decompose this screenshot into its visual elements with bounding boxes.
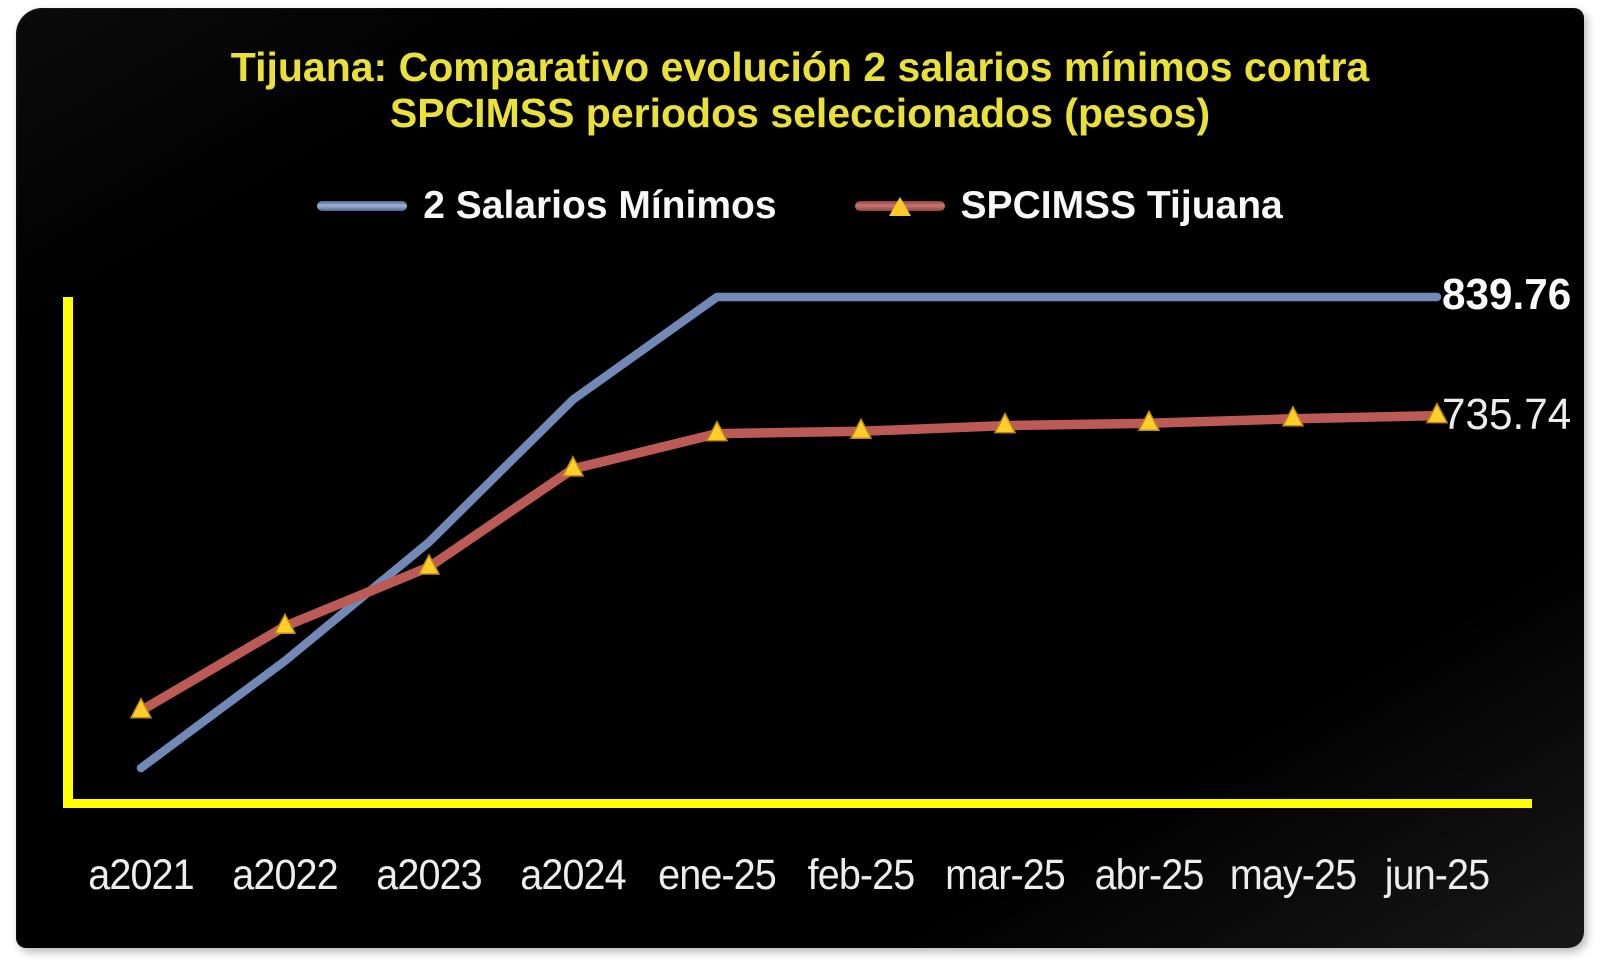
legend-label-2-salarios-minimos: 2 Salarios Mínimos xyxy=(423,184,777,227)
x-axis-label-ene-25: ene-25 xyxy=(658,851,777,899)
legend-label-spcimss-tijuana: SPCIMSS Tijuana xyxy=(960,184,1283,227)
blue-line-swatch-icon xyxy=(317,200,408,211)
red-line-swatch-icon xyxy=(854,196,945,216)
triangle-marker-icon xyxy=(1425,401,1449,424)
chart-title: Tijuana: Comparativo evolución 2 salario… xyxy=(16,44,1584,137)
triangle-marker-icon xyxy=(129,697,153,719)
x-axis-line xyxy=(63,799,1532,808)
triangle-marker-icon xyxy=(417,553,441,575)
x-axis-label-a2022: a2022 xyxy=(232,851,338,899)
x-axis-label-feb-25: feb-25 xyxy=(807,851,916,899)
triangle-marker-icon xyxy=(705,419,729,442)
blue-series-line xyxy=(136,292,1442,773)
x-axis-label-a2024: a2024 xyxy=(520,851,626,899)
x-axis-labels: a2021 a2022 a2023 a2024 ene-25 feb-25 mar-25 ab… xyxy=(0,850,1600,910)
triangle-marker-icon xyxy=(561,455,585,477)
legend-item-2-salarios-minimos: 2 Salarios Mínimos xyxy=(317,184,777,227)
x-axis-label-a2021: a2021 xyxy=(88,851,194,899)
x-axis-label-may-25: may-25 xyxy=(1229,851,1357,899)
x-axis-label-abr-25: abr-25 xyxy=(1094,851,1205,899)
triangle-marker-icon xyxy=(993,411,1017,434)
x-axis-label-mar-25: mar-25 xyxy=(945,851,1066,899)
legend-item-spcimss-tijuana: SPCIMSS Tijuana xyxy=(854,184,1283,227)
blue-series-value-label: 839.76 xyxy=(1442,270,1572,319)
x-axis-label-a2023: a2023 xyxy=(376,851,482,899)
y-axis-line xyxy=(63,297,73,808)
triangle-marker-icon xyxy=(273,612,297,635)
x-axis-label-jun-25: jun-25 xyxy=(1384,851,1490,899)
chart-legend: 2 Salarios Mínimos SPCIMSS Tijuana xyxy=(16,186,1584,225)
red-series-value-label: 735.74 xyxy=(1442,389,1572,439)
triangle-marker-icon xyxy=(888,196,911,216)
chart-title-line2: SPCIMSS periodos seleccionados (pesos) xyxy=(389,90,1211,137)
triangle-marker-icon xyxy=(1137,409,1161,432)
triangle-marker-icon xyxy=(849,417,873,440)
chart-panel xyxy=(16,8,1584,948)
chart-title-line1: Tijuana: Comparativo evolución 2 salario… xyxy=(230,44,1370,90)
triangle-marker-icon xyxy=(1281,405,1305,427)
red-series-line xyxy=(136,410,1442,716)
